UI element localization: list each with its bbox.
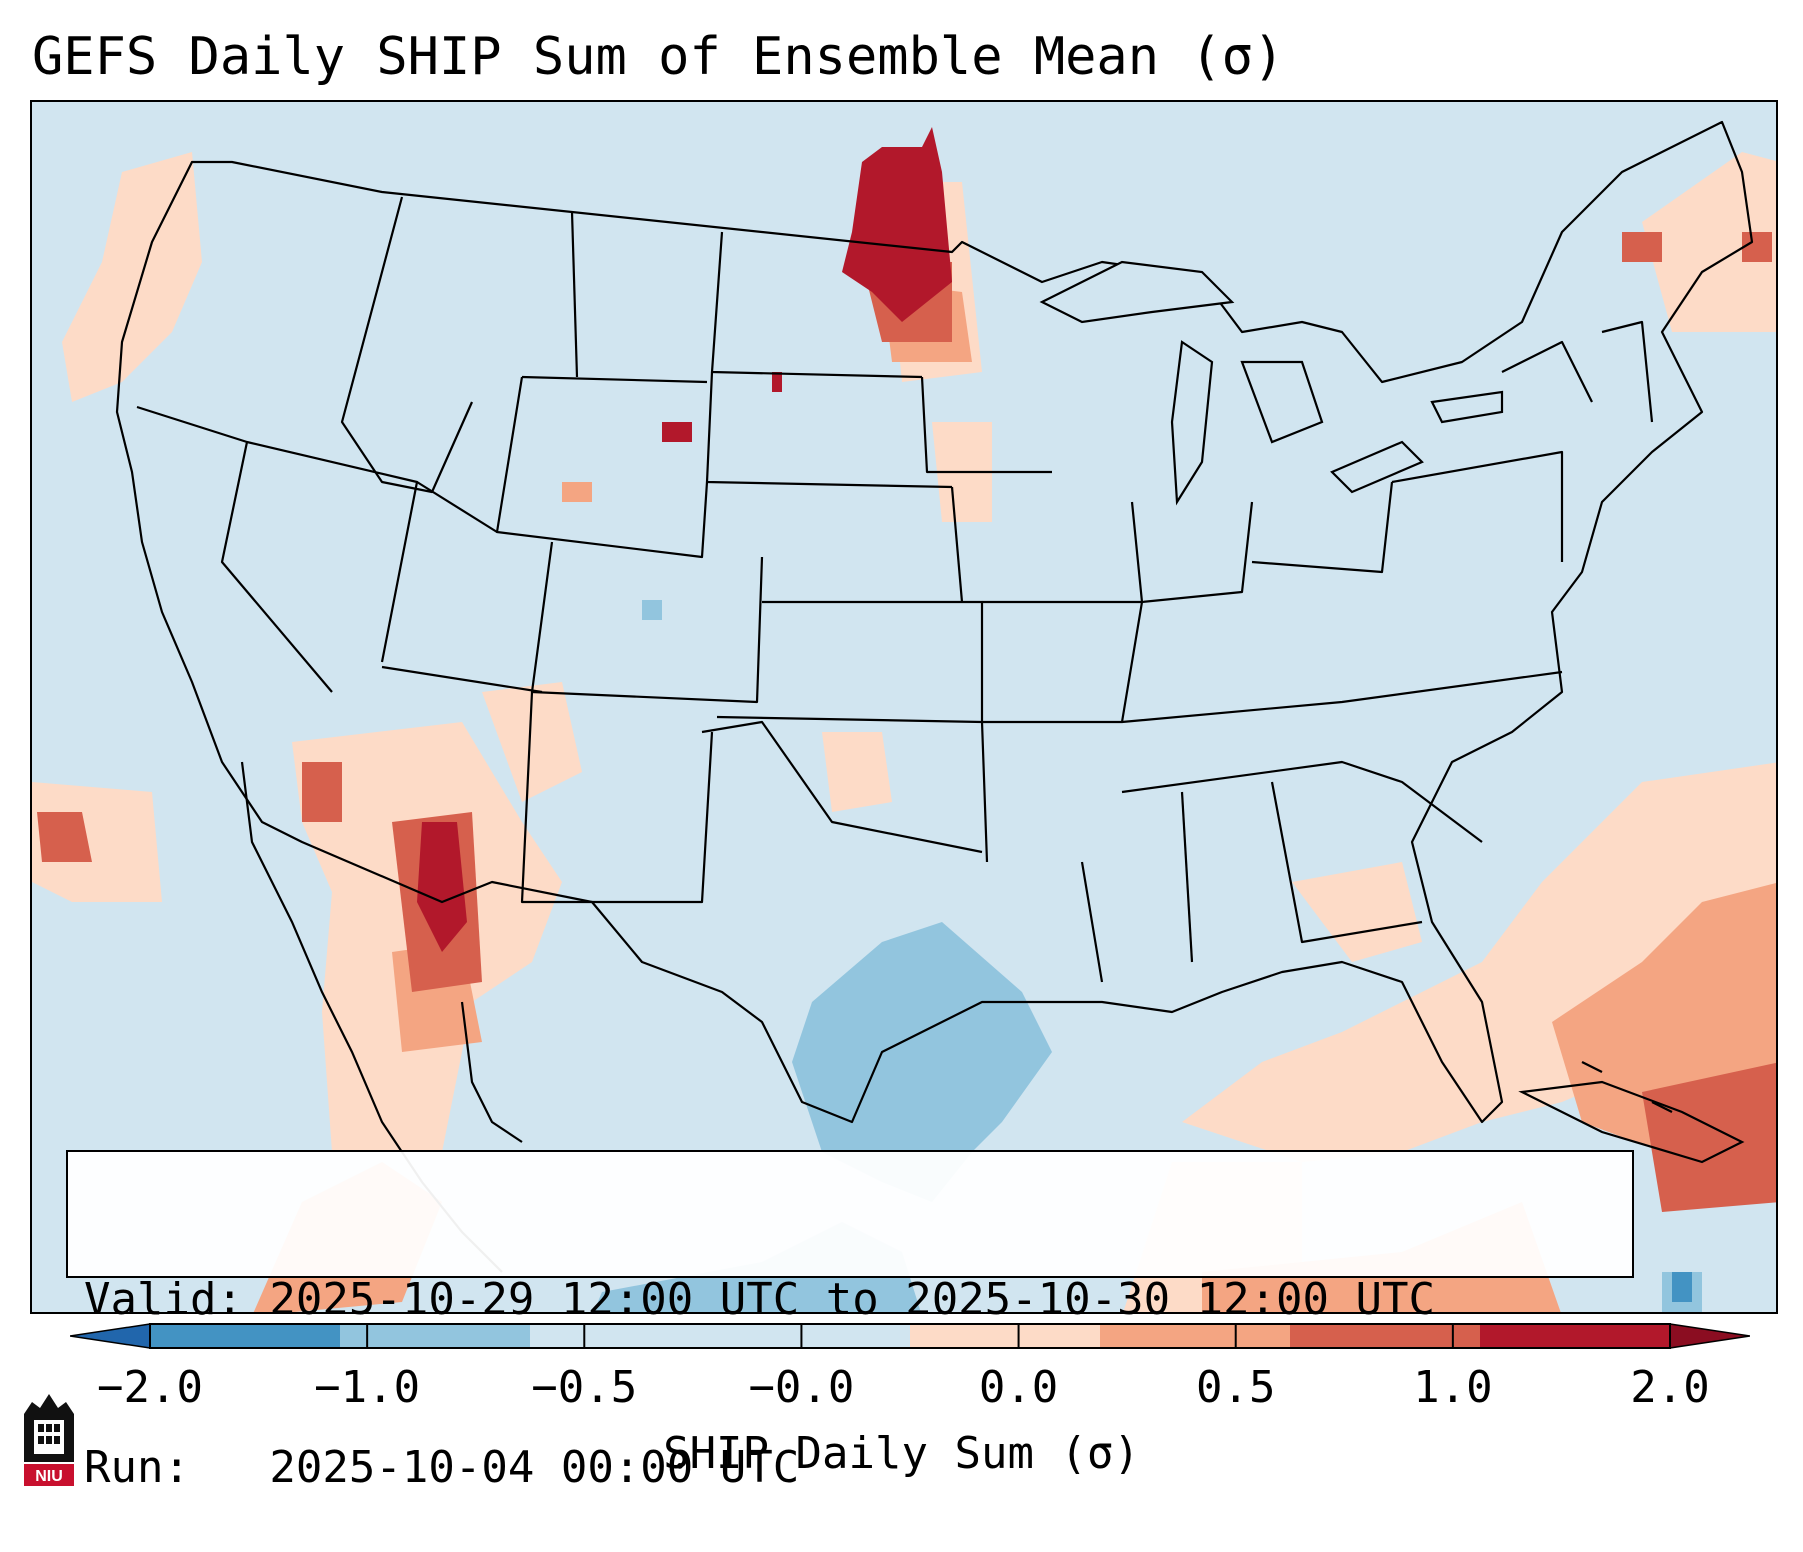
colorbar-segment (530, 1324, 721, 1348)
colorbar-segment (150, 1324, 341, 1348)
colorbar-tick-label: −0.5 (531, 1362, 638, 1413)
colorbar-tick-label: 1.0 (1413, 1362, 1493, 1413)
valid-time-text: Valid: 2025-10-29 12:00 UTC to 2025-10-3… (84, 1274, 1436, 1325)
anomaly-map (32, 102, 1776, 1312)
great-lakes (1039, 260, 1504, 506)
run-time-text: Run: 2025-10-04 00:00 UTC (84, 1442, 800, 1493)
colorbar-tick-label: −0.0 (748, 1362, 855, 1413)
colorbar-segment (1100, 1324, 1291, 1348)
niu-logo-icon: NIU (24, 1394, 74, 1486)
anomaly-maximum (417, 127, 952, 952)
colorbar (70, 1323, 1750, 1349)
colorbar-segment (1480, 1324, 1671, 1348)
colorbar-tick-label: −1.0 (314, 1362, 421, 1413)
validity-info-box: Valid: 2025-10-29 12:00 UTC to 2025-10-3… (66, 1150, 1634, 1493)
logo-text: NIU (35, 1468, 63, 1485)
colorbar-segment (910, 1324, 1101, 1348)
colorbar-tick-label: 0.5 (1195, 1362, 1276, 1413)
colorbar-max-arrow (1669, 1323, 1750, 1349)
chart-title: GEFS Daily SHIP Sum of Ensemble Mean (σ) (32, 27, 1285, 87)
colorbar-label: SHIP Daily Sum (σ) (663, 1428, 1140, 1479)
colorbar-tick-label: 0.0 (978, 1362, 1059, 1413)
colorbar-min-arrow (70, 1323, 151, 1349)
colorbar-segment (720, 1324, 911, 1348)
map-panel (30, 100, 1778, 1314)
anomaly-strong-negative (1672, 1272, 1692, 1302)
mexico-coastline (460, 1001, 523, 1143)
colorbar-tick-label: 2.0 (1630, 1362, 1710, 1413)
state-boundaries (115, 120, 1754, 1124)
colorbar-segment (340, 1324, 531, 1348)
colorbar-segment (1290, 1324, 1481, 1348)
caribbean-coastlines (1518, 1061, 1745, 1164)
colorbar-tick-label: −2.0 (97, 1362, 203, 1413)
